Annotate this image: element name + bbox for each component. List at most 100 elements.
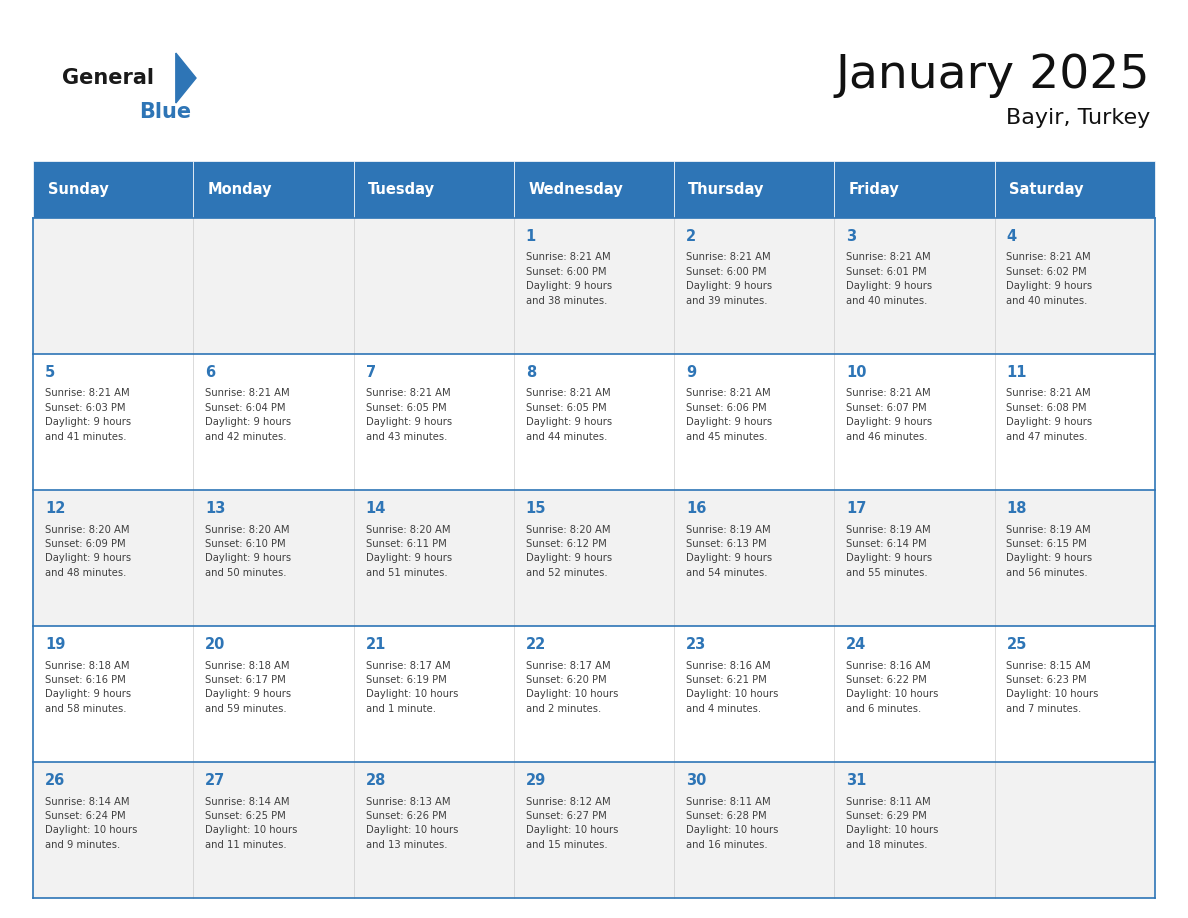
Bar <box>674 762 834 898</box>
Text: Sunrise: 8:21 AM
Sunset: 6:07 PM
Daylight: 9 hours
and 46 minutes.: Sunrise: 8:21 AM Sunset: 6:07 PM Dayligh… <box>846 388 933 442</box>
Text: Sunrise: 8:20 AM
Sunset: 6:12 PM
Daylight: 9 hours
and 52 minutes.: Sunrise: 8:20 AM Sunset: 6:12 PM Dayligh… <box>526 524 612 577</box>
Bar <box>514 626 674 762</box>
Text: Saturday: Saturday <box>1009 182 1083 196</box>
Text: January 2025: January 2025 <box>835 52 1150 98</box>
Text: Sunrise: 8:11 AM
Sunset: 6:29 PM
Daylight: 10 hours
and 18 minutes.: Sunrise: 8:11 AM Sunset: 6:29 PM Dayligh… <box>846 797 939 850</box>
Text: 28: 28 <box>366 773 386 788</box>
Text: Sunrise: 8:11 AM
Sunset: 6:28 PM
Daylight: 10 hours
and 16 minutes.: Sunrise: 8:11 AM Sunset: 6:28 PM Dayligh… <box>685 797 778 850</box>
Bar <box>194 161 354 218</box>
Text: Bayir, Turkey: Bayir, Turkey <box>1006 107 1150 128</box>
Text: 3: 3 <box>846 229 857 243</box>
Bar <box>514 762 674 898</box>
Text: Sunrise: 8:14 AM
Sunset: 6:24 PM
Daylight: 10 hours
and 9 minutes.: Sunrise: 8:14 AM Sunset: 6:24 PM Dayligh… <box>45 797 138 850</box>
Text: Sunrise: 8:16 AM
Sunset: 6:22 PM
Daylight: 10 hours
and 6 minutes.: Sunrise: 8:16 AM Sunset: 6:22 PM Dayligh… <box>846 661 939 714</box>
Text: 1: 1 <box>526 229 536 243</box>
Text: 21: 21 <box>366 637 386 652</box>
Bar <box>354 626 514 762</box>
Bar <box>354 218 514 353</box>
Bar <box>33 353 194 489</box>
Bar <box>354 762 514 898</box>
Text: Sunrise: 8:17 AM
Sunset: 6:19 PM
Daylight: 10 hours
and 1 minute.: Sunrise: 8:17 AM Sunset: 6:19 PM Dayligh… <box>366 661 457 714</box>
Bar <box>33 218 194 353</box>
Text: Sunrise: 8:21 AM
Sunset: 6:00 PM
Daylight: 9 hours
and 39 minutes.: Sunrise: 8:21 AM Sunset: 6:00 PM Dayligh… <box>685 252 772 306</box>
Bar <box>33 626 194 762</box>
Text: Sunrise: 8:21 AM
Sunset: 6:02 PM
Daylight: 9 hours
and 40 minutes.: Sunrise: 8:21 AM Sunset: 6:02 PM Dayligh… <box>1006 252 1093 306</box>
Bar <box>514 489 674 626</box>
Bar <box>674 626 834 762</box>
Bar <box>994 626 1155 762</box>
Text: Sunrise: 8:20 AM
Sunset: 6:10 PM
Daylight: 9 hours
and 50 minutes.: Sunrise: 8:20 AM Sunset: 6:10 PM Dayligh… <box>206 524 291 577</box>
Bar <box>994 218 1155 353</box>
Text: 20: 20 <box>206 637 226 652</box>
Text: 16: 16 <box>685 500 707 516</box>
Bar <box>354 489 514 626</box>
Bar <box>354 353 514 489</box>
Text: Sunrise: 8:18 AM
Sunset: 6:16 PM
Daylight: 9 hours
and 58 minutes.: Sunrise: 8:18 AM Sunset: 6:16 PM Dayligh… <box>45 661 131 714</box>
Text: 13: 13 <box>206 500 226 516</box>
Polygon shape <box>176 53 196 103</box>
Text: Sunrise: 8:21 AM
Sunset: 6:04 PM
Daylight: 9 hours
and 42 minutes.: Sunrise: 8:21 AM Sunset: 6:04 PM Dayligh… <box>206 388 291 442</box>
Bar <box>674 161 834 218</box>
Bar <box>834 626 994 762</box>
Text: Tuesday: Tuesday <box>368 182 435 196</box>
Text: Sunrise: 8:18 AM
Sunset: 6:17 PM
Daylight: 9 hours
and 59 minutes.: Sunrise: 8:18 AM Sunset: 6:17 PM Dayligh… <box>206 661 291 714</box>
Text: 7: 7 <box>366 364 375 380</box>
Bar <box>514 218 674 353</box>
Bar <box>994 489 1155 626</box>
Text: 11: 11 <box>1006 364 1026 380</box>
Text: Wednesday: Wednesday <box>529 182 623 196</box>
Bar <box>674 489 834 626</box>
Bar <box>354 161 514 218</box>
Bar <box>834 161 994 218</box>
Text: 24: 24 <box>846 637 866 652</box>
Text: Sunrise: 8:21 AM
Sunset: 6:05 PM
Daylight: 9 hours
and 44 minutes.: Sunrise: 8:21 AM Sunset: 6:05 PM Dayligh… <box>526 388 612 442</box>
Bar <box>994 762 1155 898</box>
Bar <box>33 489 194 626</box>
Bar <box>194 626 354 762</box>
Text: Sunrise: 8:21 AM
Sunset: 6:06 PM
Daylight: 9 hours
and 45 minutes.: Sunrise: 8:21 AM Sunset: 6:06 PM Dayligh… <box>685 388 772 442</box>
Text: 23: 23 <box>685 637 706 652</box>
Text: 15: 15 <box>526 500 546 516</box>
Text: Sunrise: 8:21 AM
Sunset: 6:01 PM
Daylight: 9 hours
and 40 minutes.: Sunrise: 8:21 AM Sunset: 6:01 PM Dayligh… <box>846 252 933 306</box>
Text: 22: 22 <box>526 637 546 652</box>
Bar <box>33 762 194 898</box>
Text: Blue: Blue <box>139 102 191 122</box>
Text: Sunrise: 8:17 AM
Sunset: 6:20 PM
Daylight: 10 hours
and 2 minutes.: Sunrise: 8:17 AM Sunset: 6:20 PM Dayligh… <box>526 661 618 714</box>
Bar <box>674 218 834 353</box>
Text: Sunrise: 8:21 AM
Sunset: 6:05 PM
Daylight: 9 hours
and 43 minutes.: Sunrise: 8:21 AM Sunset: 6:05 PM Dayligh… <box>366 388 451 442</box>
Text: 5: 5 <box>45 364 56 380</box>
Text: Sunrise: 8:16 AM
Sunset: 6:21 PM
Daylight: 10 hours
and 4 minutes.: Sunrise: 8:16 AM Sunset: 6:21 PM Dayligh… <box>685 661 778 714</box>
Bar <box>834 762 994 898</box>
Text: 12: 12 <box>45 500 65 516</box>
Text: Sunrise: 8:13 AM
Sunset: 6:26 PM
Daylight: 10 hours
and 13 minutes.: Sunrise: 8:13 AM Sunset: 6:26 PM Dayligh… <box>366 797 457 850</box>
Bar <box>834 218 994 353</box>
Text: 14: 14 <box>366 500 386 516</box>
Text: Monday: Monday <box>208 182 272 196</box>
Text: 30: 30 <box>685 773 707 788</box>
Text: Sunrise: 8:21 AM
Sunset: 6:08 PM
Daylight: 9 hours
and 47 minutes.: Sunrise: 8:21 AM Sunset: 6:08 PM Dayligh… <box>1006 388 1093 442</box>
Text: Sunrise: 8:19 AM
Sunset: 6:14 PM
Daylight: 9 hours
and 55 minutes.: Sunrise: 8:19 AM Sunset: 6:14 PM Dayligh… <box>846 524 933 577</box>
Bar <box>194 489 354 626</box>
Text: 26: 26 <box>45 773 65 788</box>
Text: 8: 8 <box>526 364 536 380</box>
Bar <box>33 161 194 218</box>
Bar <box>514 353 674 489</box>
Text: Sunday: Sunday <box>48 182 108 196</box>
Bar <box>834 353 994 489</box>
Text: 18: 18 <box>1006 500 1026 516</box>
Text: 10: 10 <box>846 364 867 380</box>
Text: Sunrise: 8:21 AM
Sunset: 6:00 PM
Daylight: 9 hours
and 38 minutes.: Sunrise: 8:21 AM Sunset: 6:00 PM Dayligh… <box>526 252 612 306</box>
Text: General: General <box>62 68 153 88</box>
Bar <box>674 353 834 489</box>
Text: Sunrise: 8:19 AM
Sunset: 6:13 PM
Daylight: 9 hours
and 54 minutes.: Sunrise: 8:19 AM Sunset: 6:13 PM Dayligh… <box>685 524 772 577</box>
Text: Sunrise: 8:20 AM
Sunset: 6:09 PM
Daylight: 9 hours
and 48 minutes.: Sunrise: 8:20 AM Sunset: 6:09 PM Dayligh… <box>45 524 131 577</box>
Text: Sunrise: 8:15 AM
Sunset: 6:23 PM
Daylight: 10 hours
and 7 minutes.: Sunrise: 8:15 AM Sunset: 6:23 PM Dayligh… <box>1006 661 1099 714</box>
Text: 17: 17 <box>846 500 866 516</box>
Bar <box>194 218 354 353</box>
Text: 2: 2 <box>685 229 696 243</box>
Text: 27: 27 <box>206 773 226 788</box>
Bar <box>194 353 354 489</box>
Text: 29: 29 <box>526 773 546 788</box>
Text: Sunrise: 8:14 AM
Sunset: 6:25 PM
Daylight: 10 hours
and 11 minutes.: Sunrise: 8:14 AM Sunset: 6:25 PM Dayligh… <box>206 797 298 850</box>
Text: 31: 31 <box>846 773 866 788</box>
